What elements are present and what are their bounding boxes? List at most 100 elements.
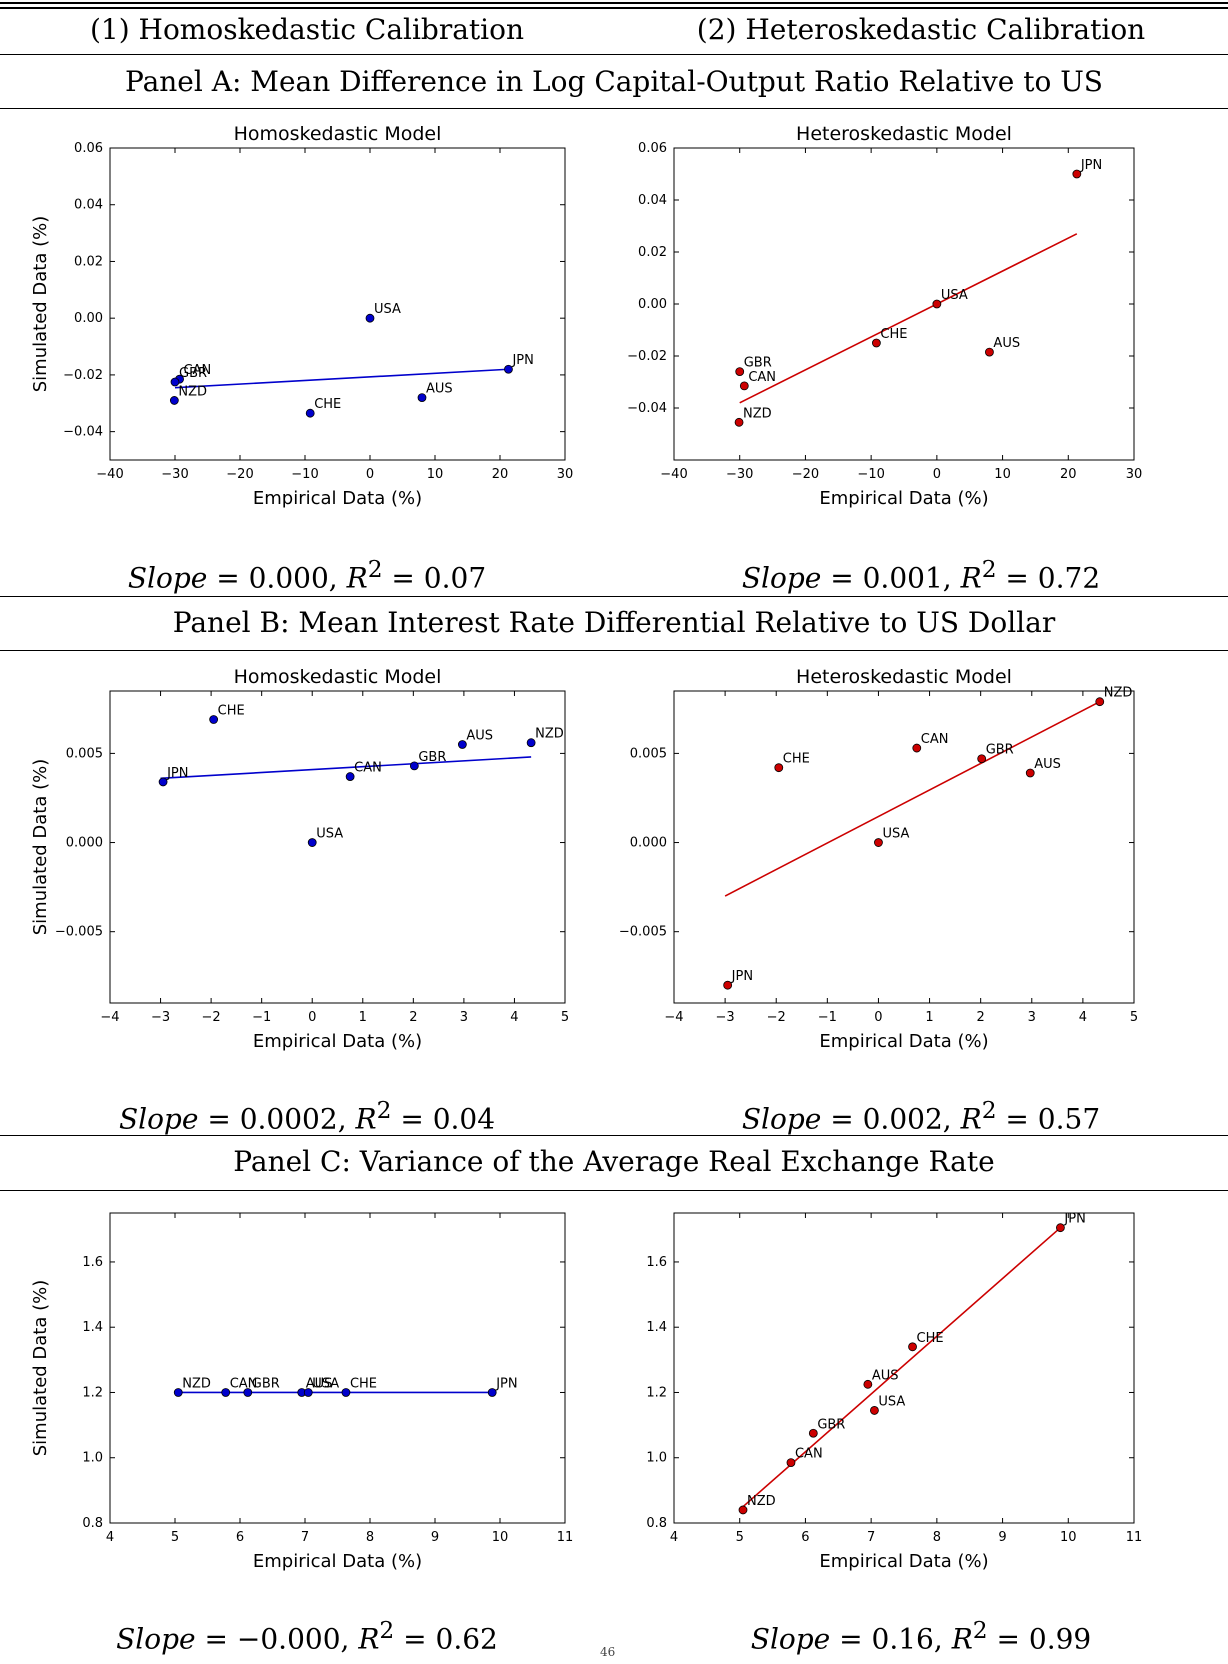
chart-panel-b-heteroskedastic: Heteroskedastic Model −4 −3 −2 −1 0 1 2 3 4 5 −0.00… [619,666,1138,1052]
x-axis-label: Empirical Data (%) [253,1551,422,1572]
plot-frame [109,147,566,461]
plot-frame [673,1212,1135,1524]
x-tick-label: −40 [660,467,687,482]
y-tick-label: 1.2 [82,1385,103,1400]
r2-value: 0.99 [1028,1622,1092,1656]
data-point-nzd [169,396,179,405]
panel-c-stats-1: Slope = −0.000, R2 = 0.62 [116,1616,498,1656]
fit-line [724,700,1101,897]
point-label-gbr: GBR [179,366,207,381]
x-tick-label: −2 [202,1010,221,1025]
data-point-can [912,743,922,753]
data-point-che [341,1388,351,1397]
point-label-aus: AUS [306,1376,333,1391]
plot-frame [109,1212,566,1524]
x-tick-label: 20 [1060,467,1077,482]
slope-label: Slope [741,1102,822,1136]
point-label-can: CAN [795,1447,823,1462]
panel-a-bottom-rule [0,596,1228,597]
x-tick-label: 7 [867,1530,875,1545]
header-rule [0,54,1228,55]
point-label-gbr: GBR [744,356,772,371]
data-point-aus [417,393,427,403]
data-point-che [908,1342,917,1352]
column-header-2: (2) Heteroskedastic Calibration [696,13,1146,46]
point-label-can: CAN [921,732,949,747]
slope-value: 0.000 [248,561,329,595]
fit-line [174,368,509,389]
x-tick-label: 1 [359,1010,367,1025]
y-axis-label: Simulated Data (%) [30,1280,51,1457]
slope-label: Slope [116,1622,196,1656]
chart-panel-c-homoskedastic: 4 5 6 7 8 9 10 11 0.8 1.0 1.2 1.4 1.6 Empirical Data … [30,1212,574,1572]
chart-panel-a-homoskedastic: Homoskedastic Model −40 −30 −20 −10 0 10 20 30 −0… [30,123,573,509]
top-rule-1 [0,2,1228,4]
panel-b-stats-2: Slope = 0.002, R2 = 0.57 [741,1096,1101,1136]
point-label-can: CAN [230,1376,258,1391]
x-tick-label: −20 [792,467,819,482]
point-label-can: CAN [184,363,212,378]
data-point-gbr [808,1428,818,1438]
x-tick-label: 0 [874,1010,882,1025]
y-axis-label: Simulated Data (%) [30,216,51,393]
chart-title: Homoskedastic Model [234,123,442,145]
y-tick-label: 0.00 [638,297,667,312]
x-tick-label: −20 [226,467,253,482]
panel-c-rule [0,1190,1228,1191]
point-label-usa: USA [941,288,968,303]
x-tick-label: 5 [561,1010,569,1025]
data-point-can [221,1388,231,1397]
point-label-gbr: GBR [986,743,1014,758]
x-tick-label: 10 [427,467,444,482]
point-label-nzd: NZD [535,727,564,742]
panel-a-stats-2: Slope = 0.001, R2 = 0.72 [741,555,1101,595]
y-tick-label: −0.02 [627,349,667,364]
data-point-usa [932,299,942,309]
chart-title: Heteroskedastic Model [796,666,1012,688]
point-label-jpn: JPN [511,353,533,368]
data-point-aus [985,347,994,357]
x-tick-label: −1 [252,1010,271,1025]
data-point-can [345,772,355,781]
y-tick-label: 0.02 [638,245,667,260]
point-label-che: CHE [314,397,341,412]
point-label-jpn: JPN [166,766,188,781]
data-point-aus [863,1379,873,1389]
y-tick-label: 0.04 [74,198,103,213]
y-tick-label: −0.04 [63,425,103,440]
r2-value: 0.07 [423,561,487,595]
x-tick-label: 3 [460,1010,468,1025]
slope-value: 0.0002 [239,1102,338,1136]
data-point-che [209,715,219,724]
x-tick-label: 4 [106,1530,114,1545]
slope-value: 0.002 [862,1102,943,1136]
point-label-nzd: NZD [747,1494,776,1509]
x-tick-label: 9 [998,1530,1006,1545]
slope-label: Slope [118,1102,199,1136]
y-tick-label: 1.0 [82,1451,103,1466]
y-tick-label: 0.06 [74,141,103,156]
data-point-aus [1025,768,1035,778]
x-tick-label: 11 [557,1530,574,1545]
data-point-gbr [977,754,987,764]
data-point-jpn [487,1388,497,1397]
x-axis-label: Empirical Data (%) [819,488,988,509]
panel-b-title: Panel B: Mean Interest Rate Differential… [172,606,1056,639]
data-point-gbr [243,1388,253,1397]
data-point-gbr [170,377,180,387]
point-label-che: CHE [350,1376,377,1391]
x-tick-label: −30 [726,467,753,482]
panel-b-bottom-rule [0,1135,1228,1136]
x-axis-label: Empirical Data (%) [819,1031,988,1052]
x-axis-label: Empirical Data (%) [253,1031,422,1052]
point-label-aus: AUS [466,728,493,743]
point-label-gbr: GBR [817,1417,845,1432]
point-label-can: CAN [354,761,382,776]
y-tick-label: −0.02 [63,368,103,383]
x-tick-label: 30 [1126,467,1143,482]
point-label-aus: AUS [426,382,453,397]
x-tick-label: 10 [994,467,1011,482]
r2-value: 0.04 [432,1102,496,1136]
y-tick-label: 0.8 [82,1516,103,1531]
panel-a-title: Panel A: Mean Difference in Log Capital-… [124,65,1103,98]
